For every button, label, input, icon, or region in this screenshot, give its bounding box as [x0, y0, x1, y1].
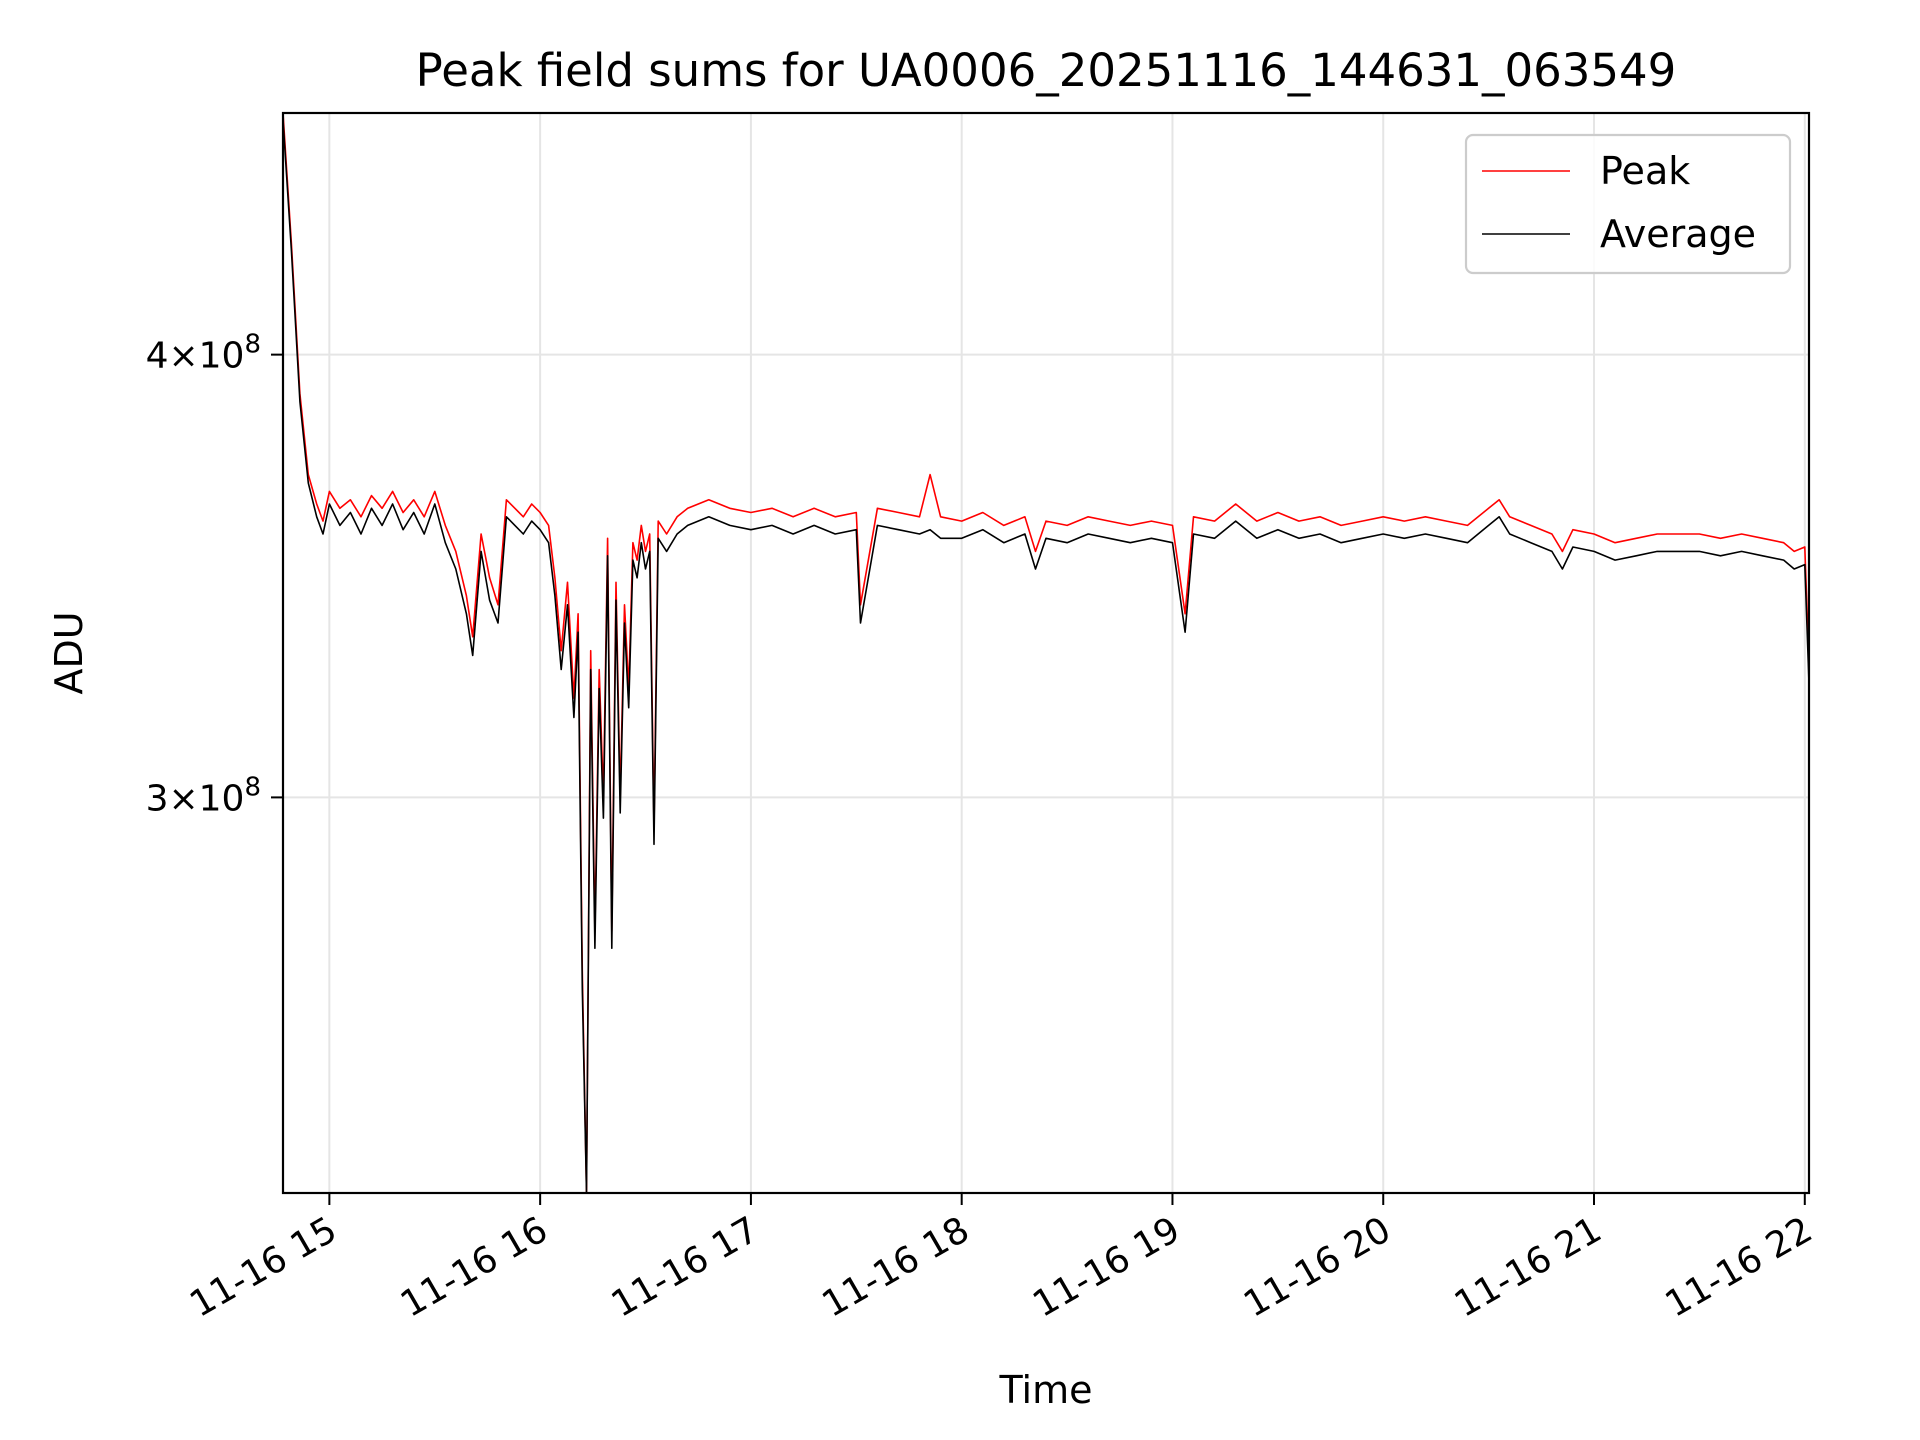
- chart-title: Peak field sums for UA0006_20251116_1446…: [416, 44, 1677, 97]
- legend-label-average: Average: [1600, 212, 1756, 256]
- series-line-average: [283, 119, 1809, 1193]
- y-axis-title: ADU: [47, 611, 91, 694]
- y-axis-ticks: 3×108 4×108: [146, 330, 283, 819]
- series-line-peak: [283, 113, 1809, 1193]
- series-layer: [283, 113, 1809, 1193]
- legend-label-peak: Peak: [1600, 149, 1690, 193]
- plot-frame: [281, 111, 1811, 1195]
- x-axis-title: Time: [999, 1368, 1093, 1412]
- legend: Peak Average: [1464, 133, 1792, 275]
- legend-box: [1464, 133, 1792, 275]
- y-tick-label: 4×108: [146, 330, 261, 377]
- y-tick-label: 3×108: [146, 772, 261, 819]
- grid-lines: [283, 113, 1809, 1193]
